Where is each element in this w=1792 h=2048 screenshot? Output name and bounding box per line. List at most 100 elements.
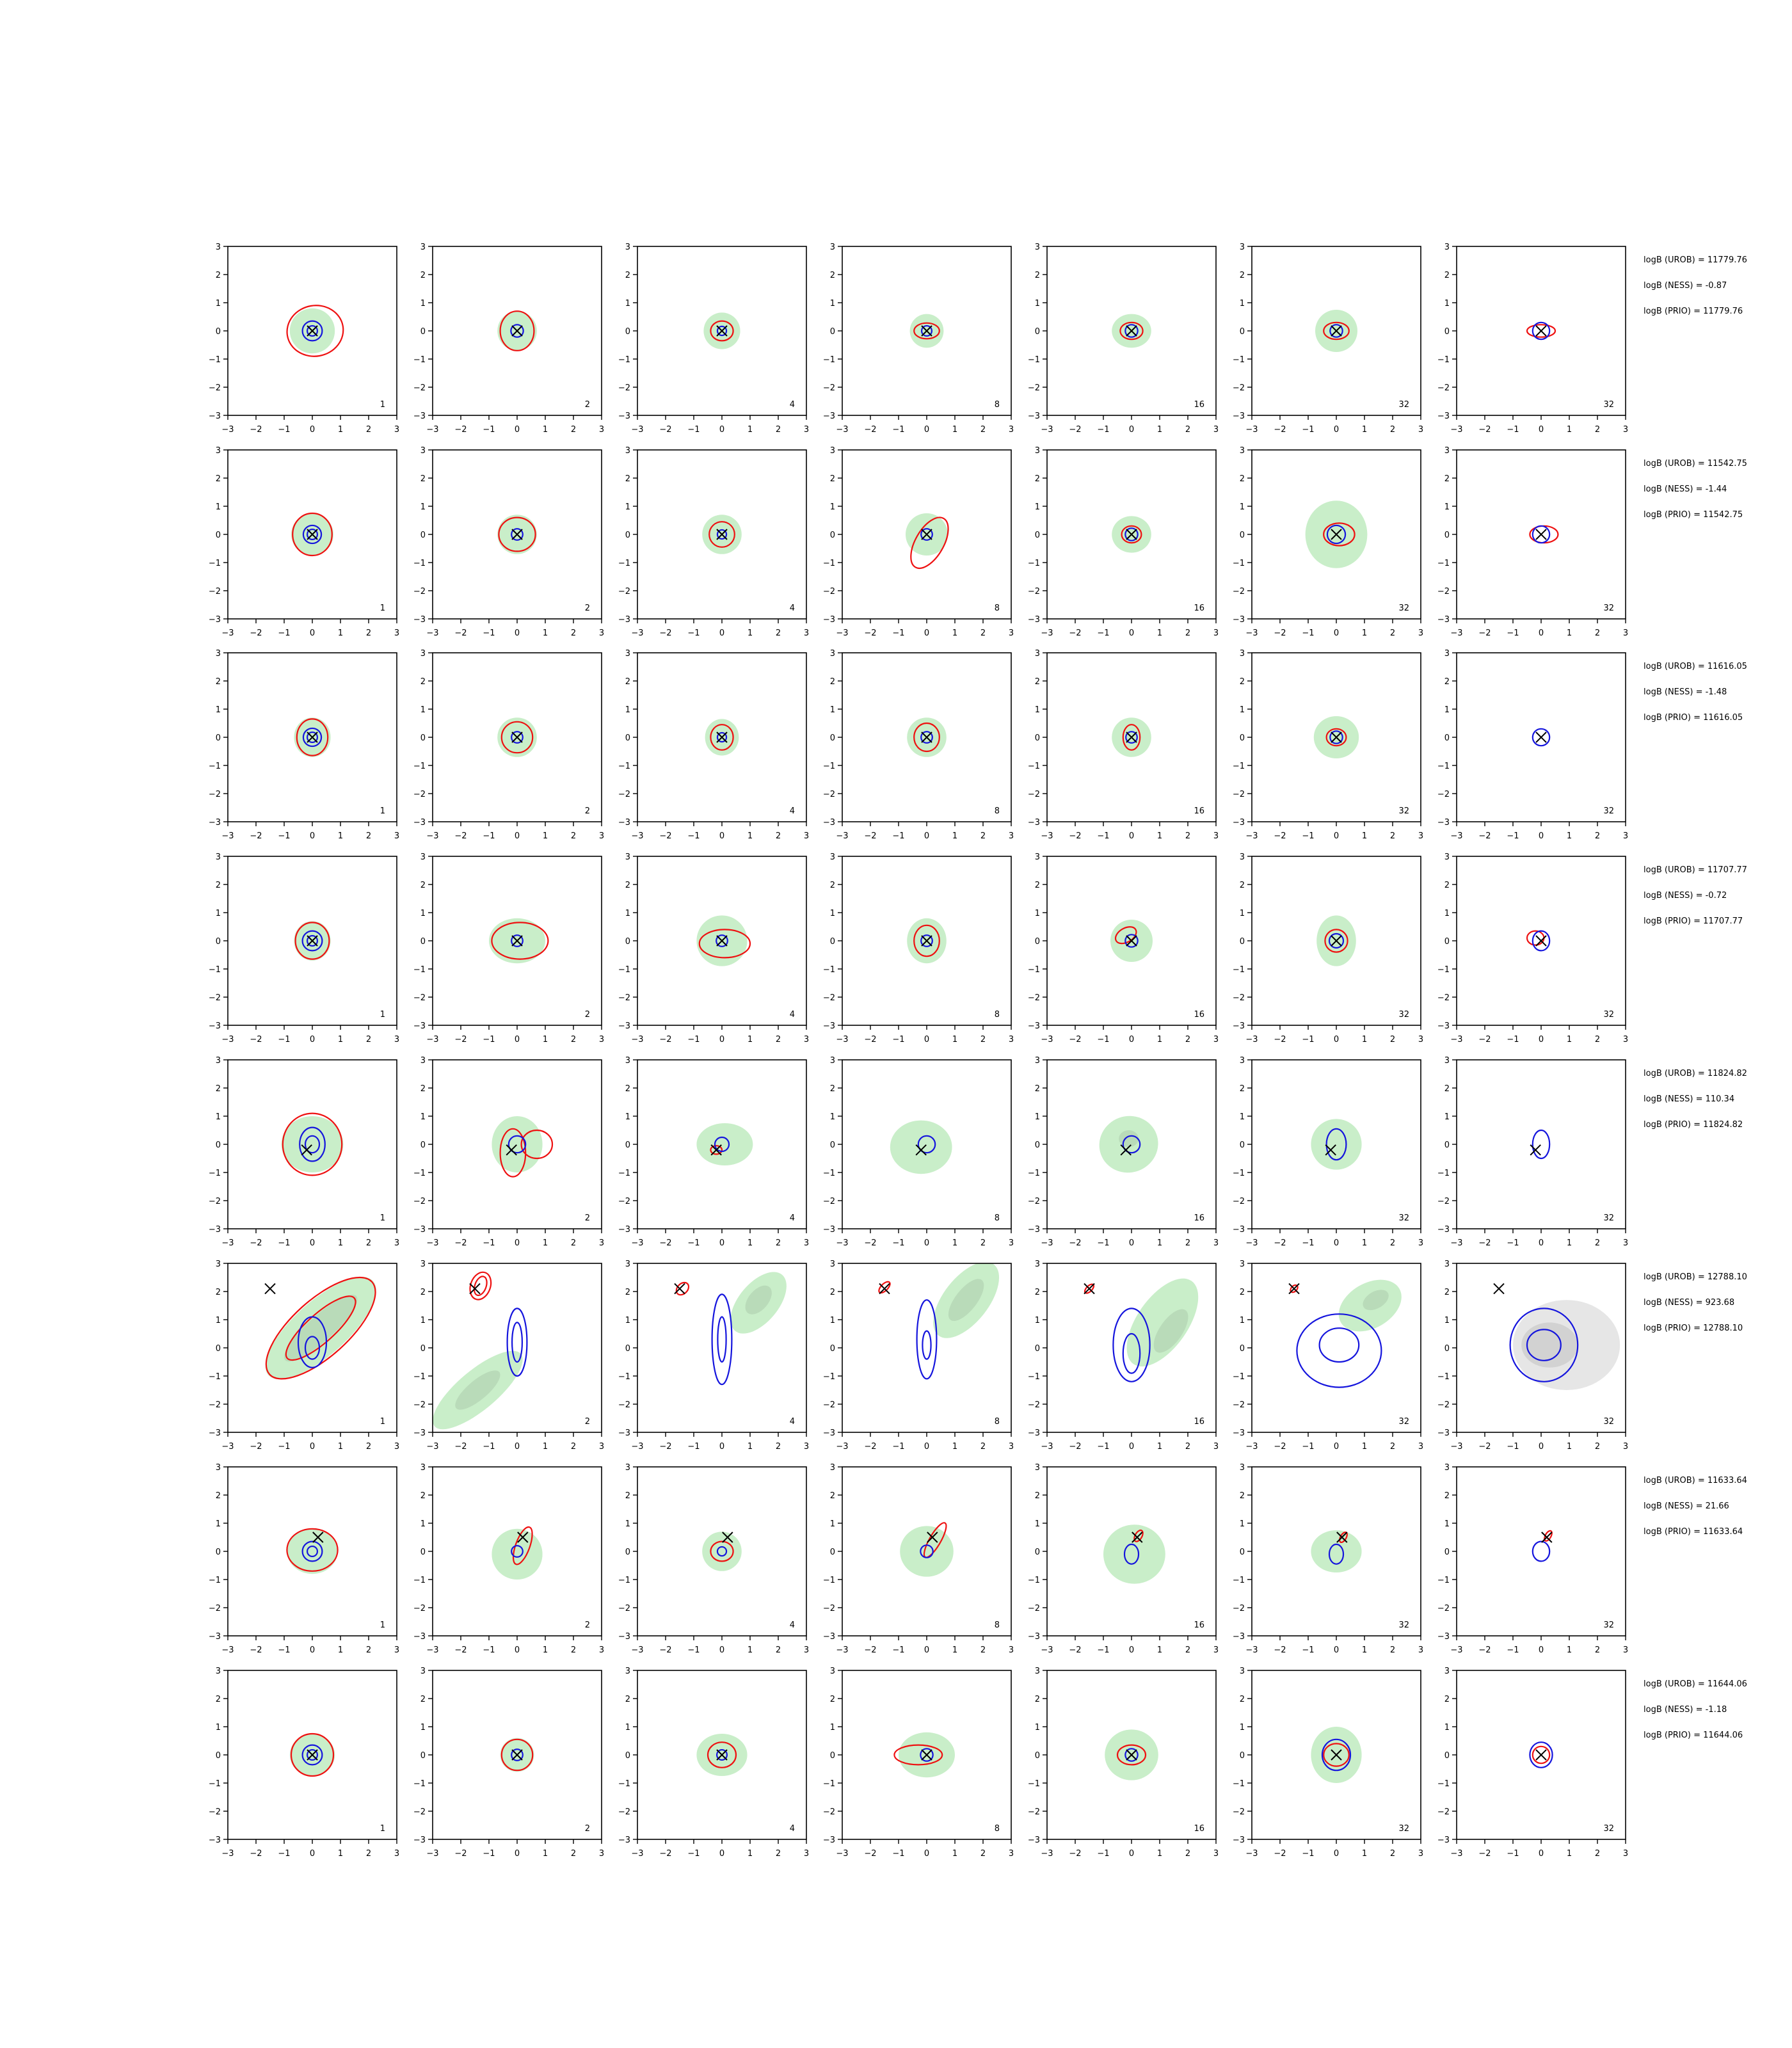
x-tick-label: −1 [483,1442,495,1452]
x-tick-label: −2 [1274,1645,1286,1655]
blue-contour [716,934,728,947]
x-tick-label: −2 [1478,831,1491,841]
y-tick-label: 2 [1035,1491,1040,1501]
red-contour [1324,929,1348,953]
panel-label: 16 [1194,1213,1204,1223]
panel-label: 32 [1398,1010,1409,1020]
x-tick-label: −1 [483,1238,495,1248]
y-tick-label: 3 [420,1056,426,1066]
y-tick-label: −3 [1437,1021,1450,1031]
red-contour [520,1129,554,1160]
x-tick-label: −2 [1478,1238,1491,1248]
row-logb-label: logB (NESS) = 923.68 [1644,1298,1734,1308]
panel-label: 32 [1398,1417,1409,1427]
panel-label: 2 [585,806,590,816]
x-tick-label: 3 [1623,1238,1628,1248]
y-tick-label: 3 [420,852,426,862]
panel-label: 1 [380,1620,385,1630]
y-tick-label: −3 [1028,818,1040,828]
y-tick-label: 0 [830,1548,835,1557]
y-tick-label: −2 [618,1197,630,1206]
y-tick-label: −2 [1233,383,1245,393]
x-tick-label: 2 [1595,628,1600,638]
x-tick-label: 2 [1390,628,1395,638]
x-tick-label: −1 [1507,1849,1519,1859]
y-tick-label: 1 [1444,1112,1450,1122]
x-tick-label: 0 [515,1849,520,1859]
green-density-fill [890,1120,952,1174]
plot-area [703,312,740,349]
y-tick-label: −3 [1437,615,1450,625]
x-tick-label: 3 [1213,1442,1219,1452]
plot-area [497,717,537,757]
red-contour [282,1112,343,1176]
x-tick-label: −3 [1450,831,1462,841]
y-tick-label: −3 [618,1428,630,1438]
y-tick-label: 2 [1035,1084,1040,1094]
y-tick-label: 1 [1444,909,1450,918]
y-tick-label: −2 [1233,1400,1245,1410]
y-tick-label: 3 [1240,446,1245,456]
x-tick-label: −1 [483,1645,495,1655]
panel-label: 1 [380,604,385,613]
x-tick-label: 1 [748,1849,753,1859]
y-tick-label: 0 [1444,1548,1450,1557]
x-tick-label: 3 [599,1442,604,1452]
subplot-r5-c6: −3−3 −2 −2 −1 −1 0 0 1 1 2 2 3 3 32 [1233,1056,1423,1248]
x-tick-label: 0 [924,1849,929,1859]
y-tick-label: 3 [216,852,221,862]
x-tick-label: 3 [1418,1238,1423,1248]
plot-area [1529,1741,1553,1768]
x-tick-label: 3 [804,1238,809,1248]
x-tick-label: 3 [394,425,399,435]
x-tick-label: 2 [366,425,371,435]
y-tick-label: 0 [1240,1751,1245,1761]
blue-contour [302,524,323,545]
y-tick-label: −2 [209,1400,221,1410]
x-tick-label: 3 [1009,831,1014,841]
x-tick-label: 0 [719,1442,724,1452]
y-tick-label: 1 [1240,909,1245,918]
x-tick-label: 0 [1539,1035,1544,1044]
y-tick-label: −2 [1028,1807,1040,1817]
x-tick-label: −1 [278,1645,290,1655]
y-tick-label: 1 [625,299,630,308]
panel-label: 16 [1194,1417,1204,1427]
subplot-r1-c5: −3−3 −2 −2 −1 −1 0 0 1 1 2 2 3 3 16 [1028,243,1219,435]
x-tick-label: −3 [426,1442,438,1452]
y-tick-label: −2 [413,587,426,596]
plot-area [1084,1278,1199,1382]
plot-area [900,1522,954,1577]
x-tick-label: 0 [1334,1035,1339,1044]
y-tick-label: −3 [1233,412,1245,421]
x-tick-label: −3 [1450,1645,1462,1655]
x-tick-label: −1 [1302,1442,1314,1452]
x-tick-label: 0 [719,1035,724,1044]
y-tick-label: −2 [1437,1604,1450,1613]
row-logb-label: logB (NESS) = 110.34 [1644,1094,1734,1104]
x-tick-label: −1 [278,831,290,841]
truth-marker [1535,325,1547,337]
x-tick-label: 2 [571,425,576,435]
x-tick-label: 2 [571,1442,576,1452]
y-tick-label: −1 [1437,355,1450,365]
row-logb-label: logB (UROB) = 11633.64 [1644,1476,1747,1485]
y-tick-label: −1 [1437,1169,1450,1178]
red-contour [1119,321,1144,340]
blue-contour [304,1336,321,1360]
y-tick-label: 0 [625,1344,630,1354]
x-tick-label: −1 [1302,628,1314,638]
y-tick-label: 3 [1035,243,1040,252]
x-tick-label: 0 [1334,1238,1339,1248]
y-tick-label: −1 [618,559,630,568]
panel-label: 1 [380,1417,385,1427]
x-tick-label: −2 [454,831,467,841]
x-tick-label: −2 [1478,1645,1491,1655]
y-tick-label: 1 [1035,1519,1040,1529]
subplot-r5-c1: −3−3 −2 −2 −1 −1 0 0 1 1 2 2 3 3 1 [209,1056,399,1248]
x-tick-label: 0 [1334,628,1339,638]
x-tick-label: −3 [1041,1442,1053,1452]
subplot-r2-c2: −3−3 −2 −2 −1 −1 0 0 1 1 2 2 3 3 2 [413,446,604,638]
plot-area [1316,915,1356,966]
y-tick-label: 1 [420,1112,426,1122]
